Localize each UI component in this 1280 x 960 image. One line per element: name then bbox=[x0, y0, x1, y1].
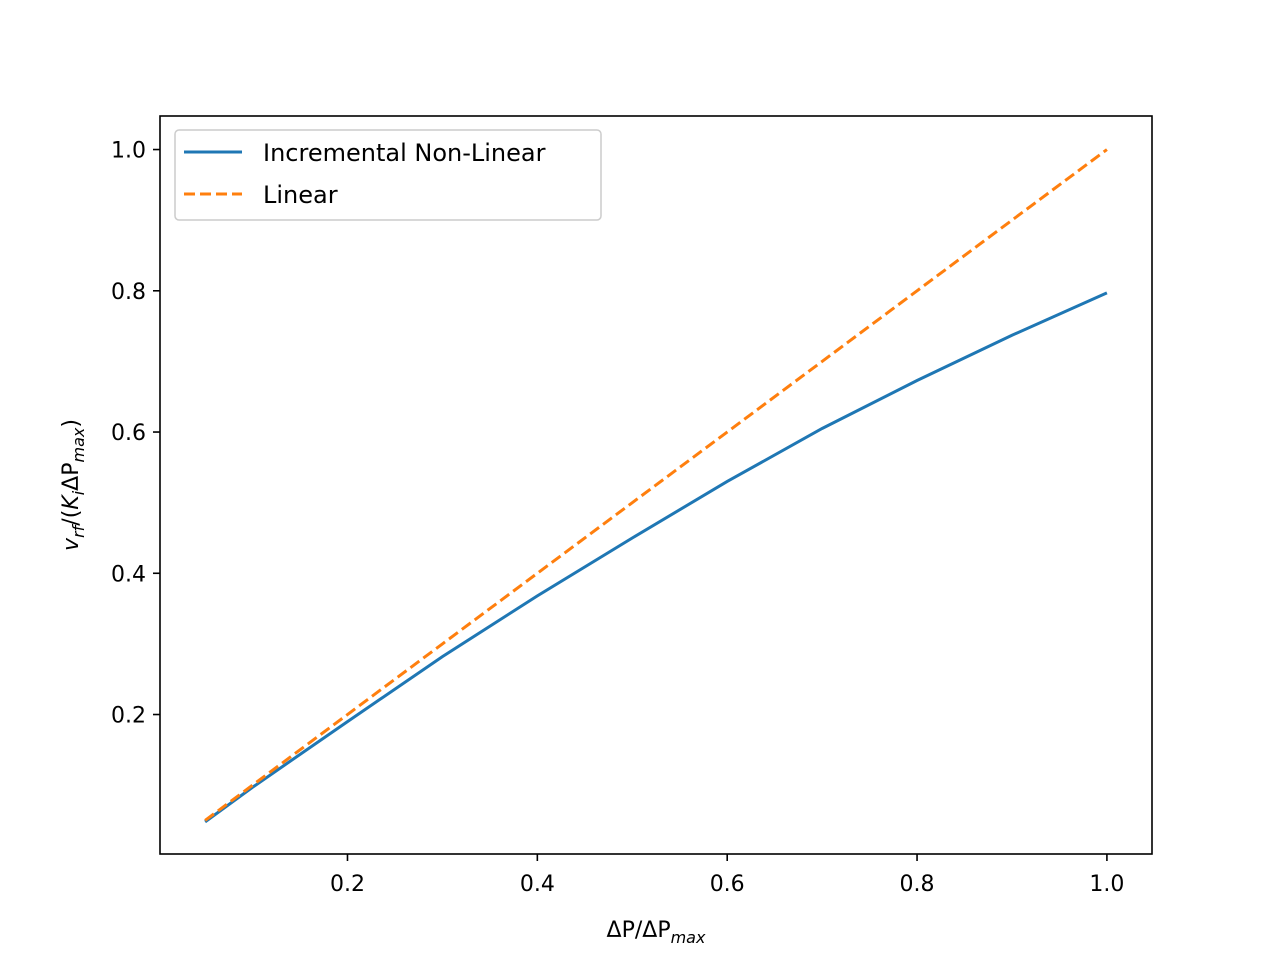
x-tick-label: 0.2 bbox=[330, 872, 365, 897]
legend-label-linear: Linear bbox=[263, 181, 338, 209]
x-tick-label: 0.4 bbox=[520, 872, 555, 897]
y-tick-label: 0.4 bbox=[111, 562, 146, 587]
x-tick-label: 0.6 bbox=[710, 872, 745, 897]
legend-label-incremental: Incremental Non-Linear bbox=[263, 139, 546, 167]
y-axis-label: vrf/(KiΔPmax) bbox=[59, 419, 88, 551]
legend: Incremental Non-Linear Linear bbox=[174, 129, 602, 221]
y-tick-label: 0.8 bbox=[111, 280, 146, 305]
plot-frame bbox=[159, 115, 1153, 855]
x-tick-label: 0.8 bbox=[900, 872, 935, 897]
legend-box bbox=[174, 129, 602, 221]
svg-text:vrf/(KiΔPmax): vrf/(KiΔPmax) bbox=[59, 419, 88, 551]
x-axis-ticks: 0.2 0.4 0.6 0.8 1.0 bbox=[330, 854, 1124, 897]
y-axis-ticks: 0.2 0.4 0.6 0.8 1.0 bbox=[111, 139, 160, 729]
y-tick-label: 0.2 bbox=[111, 704, 146, 729]
plot-lines bbox=[204, 148, 1108, 824]
y-tick-label: 0.6 bbox=[111, 421, 146, 446]
series-line-incremental-non-linear bbox=[204, 291, 1108, 824]
y-tick-label: 1.0 bbox=[111, 139, 146, 164]
series-line-linear bbox=[204, 148, 1108, 822]
x-tick-label: 1.0 bbox=[1089, 872, 1124, 897]
